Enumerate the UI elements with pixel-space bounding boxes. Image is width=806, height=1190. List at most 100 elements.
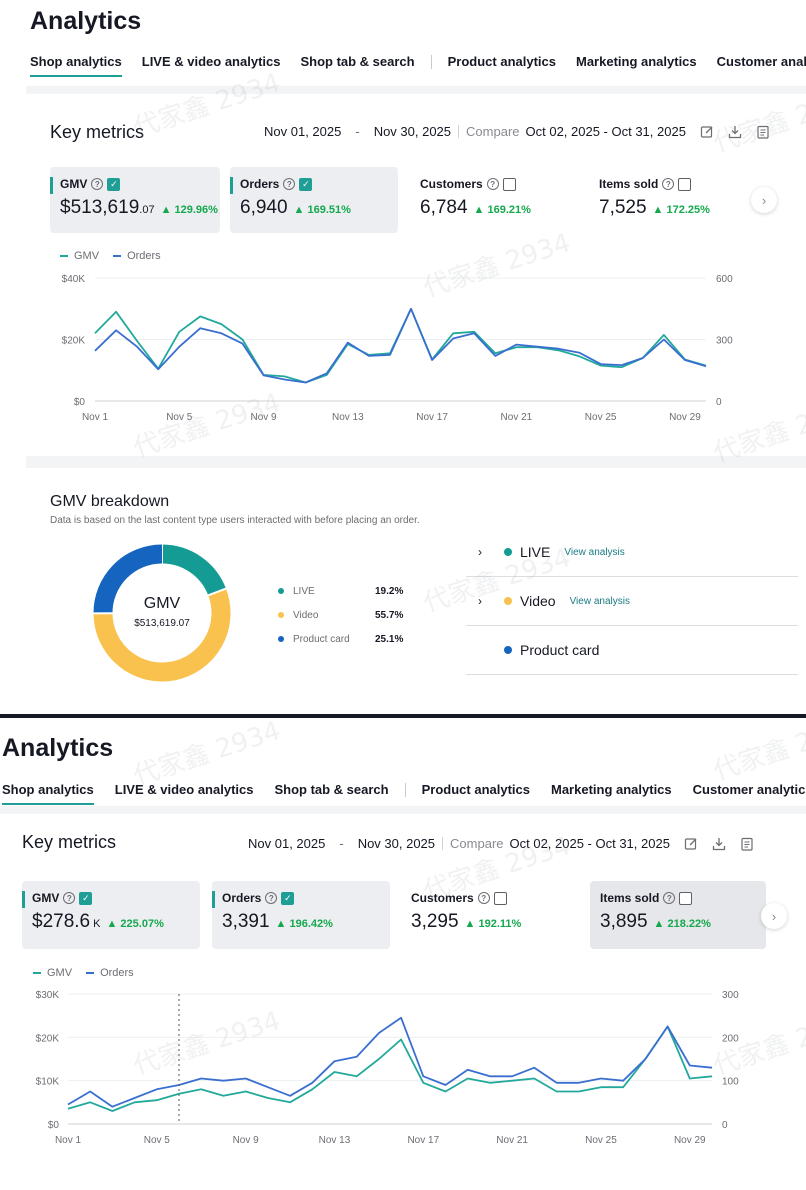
channel-live-view-analysis-link[interactable]: View analysis <box>564 546 625 558</box>
metric-gmv[interactable]: GMV? ✓ $278.6 K ▲ 225.07% <box>22 881 200 949</box>
metric-items-sold[interactable]: Items sold? 7,525 ▲ 172.25% <box>589 167 757 233</box>
tab-customer-analytics[interactable]: Customer analytics <box>692 782 806 797</box>
compare-label: Compare <box>450 836 504 851</box>
date-separator: - <box>339 836 344 851</box>
increase-arrow-icon: ▲ <box>652 204 664 216</box>
date-end[interactable]: Nov 30, 2025 <box>357 836 436 851</box>
help-icon[interactable]: ? <box>486 178 499 190</box>
legend-gmv[interactable]: GMV <box>60 250 99 262</box>
tab-shop-analytics[interactable]: Shop analytics <box>30 54 122 77</box>
metric-customers-checkbox[interactable] <box>493 891 507 905</box>
compare-range[interactable]: Oct 02, 2025 - Oct 31, 2025 <box>509 836 670 851</box>
x-tick-label: Nov 25 <box>585 1135 617 1146</box>
metric-orders[interactable]: Orders? ✓ 3,391 ▲ 196.42% <box>212 881 390 949</box>
legend-video-dot <box>278 612 284 618</box>
tab-shop-tab-search[interactable]: Shop tab & search <box>300 54 415 69</box>
metric-customers-value: 3,295 <box>411 911 459 932</box>
metric-customers-label: Customers <box>411 891 474 905</box>
metric-items-sold[interactable]: Items sold? 3,895 ▲ 218.22% <box>590 881 766 949</box>
help-icon[interactable]: ? <box>265 892 278 904</box>
y-right-tick-label: 600 <box>716 274 733 285</box>
donut-slice-video[interactable] <box>93 588 231 682</box>
compare-range[interactable]: Oct 02, 2025 - Oct 31, 2025 <box>525 124 686 139</box>
tab-shop-tab-search[interactable]: Shop tab & search <box>274 782 389 797</box>
channel-row-video[interactable]: › Video View analysis <box>466 577 798 626</box>
legend-product-card-pct: 25.1% <box>375 633 404 645</box>
date-start[interactable]: Nov 01, 2025 <box>264 124 342 139</box>
channel-live-dot <box>504 548 512 556</box>
tab-shop-analytics[interactable]: Shop analytics <box>2 782 94 805</box>
help-icon[interactable]: ? <box>283 178 296 190</box>
date-end[interactable]: Nov 30, 2025 <box>373 124 452 139</box>
tab-marketing-analytics[interactable]: Marketing analytics <box>550 782 672 797</box>
tab-product-analytics[interactable]: Product analytics <box>421 782 530 797</box>
help-icon[interactable]: ? <box>63 892 76 904</box>
metric-gmv-checkbox[interactable]: ✓ <box>107 177 121 191</box>
metric-items-sold-checkbox[interactable] <box>678 177 692 191</box>
donut-slice-product-card[interactable] <box>93 544 163 614</box>
metric-gmv-value: 278.6 <box>42 911 91 932</box>
metric-gmv[interactable]: GMV? ✓ $513,619.07 ▲ 129.96% <box>50 167 220 233</box>
edit-icon[interactable] <box>700 125 714 139</box>
edit-icon[interactable] <box>684 837 698 851</box>
chevron-right-icon[interactable]: › <box>478 545 482 559</box>
legend-orders[interactable]: Orders <box>86 967 134 979</box>
date-start[interactable]: Nov 01, 2025 <box>248 836 326 851</box>
download-icon[interactable] <box>712 837 726 851</box>
increase-arrow-icon: ▲ <box>106 918 118 930</box>
help-icon[interactable]: ? <box>91 178 104 190</box>
metric-gmv-label: GMV <box>60 177 88 191</box>
metric-orders-checkbox[interactable]: ✓ <box>299 177 313 191</box>
tab-customer-analytics[interactable]: Customer analytics <box>716 54 806 69</box>
y-right-tick-label: 0 <box>716 397 722 408</box>
legend-orders[interactable]: Orders <box>113 250 161 262</box>
tab-live-video-analytics[interactable]: LIVE & video analytics <box>114 782 254 797</box>
metric-gmv-label: GMV <box>32 891 60 905</box>
help-icon[interactable]: ? <box>662 178 675 190</box>
series-line-gmv[interactable] <box>94 307 707 384</box>
channel-row-live[interactable]: › LIVE View analysis <box>466 528 798 577</box>
legend-gmv[interactable]: GMV <box>33 967 72 979</box>
metric-customers-checkbox[interactable] <box>502 177 516 191</box>
tab-divider <box>430 54 432 69</box>
donut-legend: LIVE 19.2% Video 55.7% Product card 25.1% <box>278 579 403 651</box>
metric-gmv-checkbox[interactable]: ✓ <box>79 891 93 905</box>
key-metrics-line-chart[interactable]: $0 0 $20K 300 $40K 600 Nov 1 Nov 5 Nov 9 Nov 13 No… <box>28 266 784 426</box>
x-tick-label: Nov 5 <box>144 1135 171 1146</box>
channel-video-view-analysis-link[interactable]: View analysis <box>569 595 630 607</box>
increase-arrow-icon: ▲ <box>464 918 476 930</box>
y-right-tick-label: 300 <box>722 990 739 1001</box>
help-icon[interactable]: ? <box>477 892 490 904</box>
metric-gmv-unit: K <box>93 918 101 930</box>
gmv-donut-chart[interactable] <box>90 541 234 685</box>
metric-customers[interactable]: Customers? 3,295 ▲ 192.11% <box>401 881 579 949</box>
series-line-orders[interactable] <box>67 1016 713 1108</box>
tab-live-video-analytics[interactable]: LIVE & video analytics <box>141 54 281 69</box>
series-line-gmv[interactable] <box>67 1025 713 1112</box>
download-icon[interactable] <box>728 125 742 139</box>
metric-orders-checkbox[interactable]: ✓ <box>281 891 295 905</box>
metric-items-sold-checkbox[interactable] <box>679 891 693 905</box>
next-metrics-button[interactable]: › <box>751 187 777 213</box>
date-range: Nov 01, 2025 - Nov 30, 2025 Compare Oct … <box>264 124 770 139</box>
legend-live: LIVE 19.2% <box>278 579 403 603</box>
metric-orders[interactable]: Orders? ✓ 6,940 ▲ 169.51% <box>230 167 398 233</box>
channel-row-product-card[interactable]: Product card <box>466 626 798 675</box>
series-line-orders[interactable] <box>94 307 707 384</box>
chevron-right-icon[interactable]: › <box>478 594 482 608</box>
report-icon[interactable] <box>756 125 770 139</box>
metric-customers[interactable]: Customers? 6,784 ▲ 169.21% <box>410 167 578 233</box>
metric-items-sold-value: 7,525 <box>599 197 647 218</box>
tab-divider <box>404 782 406 797</box>
x-tick-label: Nov 1 <box>55 1135 82 1146</box>
metric-items-sold-change: 172.25% <box>666 204 710 216</box>
tab-product-analytics[interactable]: Product analytics <box>447 54 556 69</box>
tab-marketing-analytics[interactable]: Marketing analytics <box>575 54 697 69</box>
y-left-tick-label: $20K <box>36 1033 60 1044</box>
next-metrics-button[interactable]: › <box>761 903 787 929</box>
donut-slice-live[interactable] <box>161 544 226 596</box>
y-right-tick-label: 300 <box>716 336 733 347</box>
key-metrics-line-chart[interactable]: $0 0 $10K 100 $20K 200 $30K 300 Nov 1 Nov 5 Nov 9 N… <box>0 986 798 1176</box>
report-icon[interactable] <box>740 837 754 851</box>
help-icon[interactable]: ? <box>663 892 676 904</box>
